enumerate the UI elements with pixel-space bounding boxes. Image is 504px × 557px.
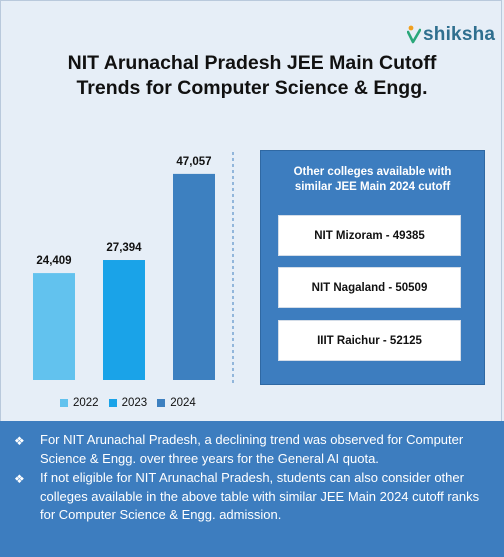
- note-text: For NIT Arunachal Pradesh, a declining t…: [40, 432, 464, 466]
- legend-swatch-2022: [60, 399, 68, 407]
- notes-section: ❖ For NIT Arunachal Pradesh, a declining…: [0, 421, 504, 557]
- page-title: NIT Arunachal Pradesh JEE Main Cutoff Tr…: [20, 51, 484, 101]
- legend-label-2024: 2024: [170, 397, 196, 409]
- legend-swatch-2024: [157, 399, 166, 407]
- panel-title-line-1: Other colleges available with: [293, 166, 452, 178]
- college-item-iiit-raichur[interactable]: IIIT Raichur - 52125: [278, 320, 461, 361]
- note-item: ❖ If not eligible for NIT Arunachal Prad…: [14, 469, 490, 525]
- legend-label-2023: 2023: [121, 397, 148, 409]
- diamond-bullet-icon: ❖: [14, 434, 25, 448]
- diamond-bullet-icon: ❖: [14, 472, 25, 486]
- legend-item-2024: 2024: [157, 397, 196, 409]
- title-line-2: Trends for Computer Science & Engg.: [76, 77, 428, 99]
- shiksha-logo[interactable]: shiksha: [407, 21, 495, 49]
- panel-title: Other colleges available with similar JE…: [261, 165, 484, 195]
- bar-chart: 24,409 27,394 47,057: [33, 152, 234, 386]
- bar-2022: [33, 273, 75, 380]
- bar-2023: [103, 260, 145, 380]
- shiksha-logo-icon: [407, 25, 421, 44]
- note-text: If not eligible for NIT Arunachal Prades…: [40, 470, 480, 522]
- college-item-nit-mizoram[interactable]: NIT Mizoram - 49385: [278, 215, 461, 256]
- note-item: ❖ For NIT Arunachal Pradesh, a declining…: [14, 431, 490, 468]
- data-label-2024: 47,057: [176, 156, 211, 168]
- bar-2024: [173, 173, 215, 380]
- brand-name: shiksha: [423, 24, 496, 45]
- title-line-1: NIT Arunachal Pradesh JEE Main Cutoff: [67, 52, 437, 74]
- chart-legend: 2022 2023 2024: [60, 397, 206, 409]
- data-label-2023: 27,394: [106, 242, 142, 254]
- college-item-nit-nagaland[interactable]: NIT Nagaland - 50509: [278, 267, 461, 308]
- data-label-2022: 24,409: [36, 255, 71, 267]
- legend-swatch-2023: [108, 399, 117, 407]
- legend-label-2022: 2022: [73, 397, 99, 409]
- similar-colleges-panel: Other colleges available with similar JE…: [260, 150, 485, 385]
- legend-item-2022: 2022: [60, 397, 99, 409]
- legend-item-2023: 2023: [108, 397, 148, 409]
- panel-title-line-2: similar JEE Main 2024 cutoff: [294, 181, 451, 193]
